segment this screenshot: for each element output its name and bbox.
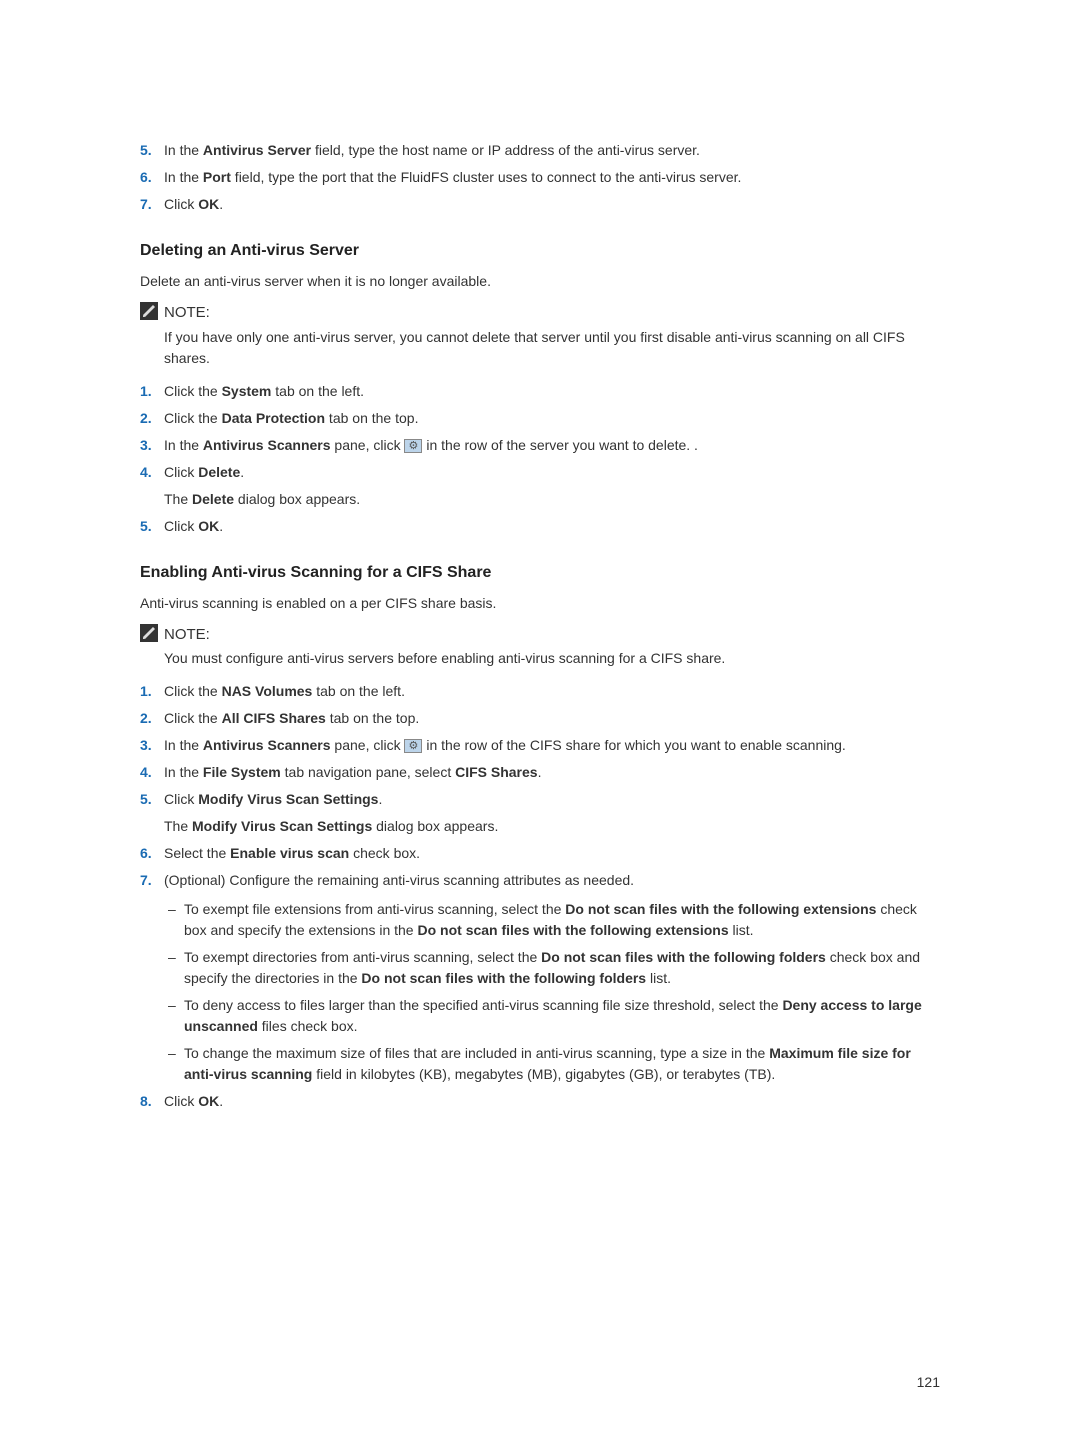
top-list: 5. In the Antivirus Server field, type t… [140,140,940,215]
list-number: 7. [140,194,164,215]
note-label: NOTE: [164,624,940,647]
list-item: 5. In the Antivirus Server field, type t… [140,140,940,161]
note-icon [140,302,164,369]
note-body: You must configure anti-virus servers be… [164,648,940,669]
list-number: 5. [140,140,164,161]
sub-bullet-list: –To exempt file extensions from anti-vir… [164,899,940,1085]
list-number: 6. [140,167,164,188]
section1-steps: 1.Click the System tab on the left. 2.Cl… [140,381,940,537]
section-intro: Anti-virus scanning is enabled on a per … [140,593,940,614]
note-icon [140,624,164,670]
note-body: If you have only one anti-virus server, … [164,327,940,369]
page-number: 121 [140,1372,940,1393]
list-text: Click OK. [164,194,940,215]
note-block: NOTE: You must configure anti-virus serv… [140,624,940,670]
list-text: In the Antivirus Server field, type the … [164,140,940,161]
gear-icon [404,439,422,453]
list-text: In the Port field, type the port that th… [164,167,940,188]
note-label: NOTE: [164,302,940,325]
gear-icon [404,739,422,753]
list-item: 7. Click OK. [140,194,940,215]
list-item: 6. In the Port field, type the port that… [140,167,940,188]
section-heading: Enabling Anti-virus Scanning for a CIFS … [140,561,940,585]
section2-steps: 1.Click the NAS Volumes tab on the left.… [140,681,940,1112]
section-heading: Deleting an Anti-virus Server [140,239,940,263]
section-intro: Delete an anti-virus server when it is n… [140,271,940,292]
note-block: NOTE: If you have only one anti-virus se… [140,302,940,369]
